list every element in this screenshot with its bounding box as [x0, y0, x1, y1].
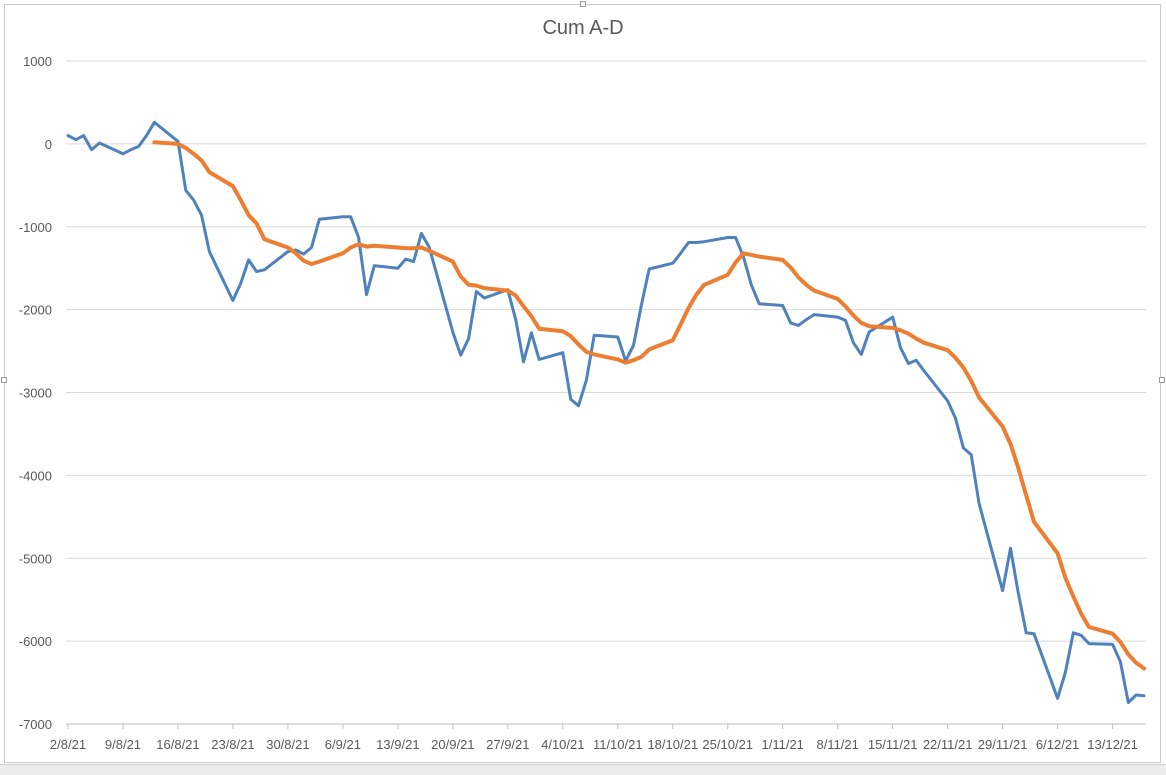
x-tick-label: 22/11/21	[923, 737, 973, 752]
series-line-1	[66, 120, 1146, 704]
y-tick-label: -4000	[19, 468, 52, 483]
y-tick-label: -2000	[19, 303, 52, 318]
x-tick-label: 20/9/21	[431, 737, 474, 752]
series-line-2	[152, 140, 1146, 671]
chart-title: Cum A-D	[542, 17, 624, 39]
x-tick-label: 30/8/21	[266, 737, 309, 752]
resize-handle-top[interactable]	[580, 1, 586, 7]
y-tick-label: -5000	[19, 551, 52, 566]
y-tick-label: -7000	[19, 717, 52, 732]
y-tick-label: -1000	[19, 220, 52, 235]
x-tick-label: 9/8/21	[105, 737, 141, 752]
y-tick-label: 0	[45, 137, 52, 152]
resize-handle-right[interactable]	[1159, 377, 1165, 383]
x-tick-label: 6/12/21	[1036, 737, 1079, 752]
x-tick-label: 13/12/21	[1087, 737, 1138, 752]
x-tick-label: 8/11/21	[816, 737, 858, 752]
x-tick-label: 29/11/21	[978, 737, 1028, 752]
chart-frame[interactable]	[4, 4, 1161, 763]
sheet-tab-bar[interactable]	[0, 764, 1166, 775]
resize-handle-left[interactable]	[1, 377, 7, 383]
x-tick-label: 16/8/21	[156, 737, 199, 752]
x-tick-label: 23/8/21	[211, 737, 254, 752]
x-tick-label: 15/11/21	[868, 737, 918, 752]
y-tick-label: -3000	[19, 386, 52, 401]
y-tick-label: -6000	[19, 634, 52, 649]
x-tick-label: 1/11/21	[762, 737, 804, 752]
x-tick-label: 6/9/21	[325, 737, 361, 752]
x-tick-label: 4/10/21	[541, 737, 584, 752]
x-tick-label: 13/9/21	[376, 737, 419, 752]
y-tick-label: 1000	[23, 54, 52, 69]
x-tick-label: 18/10/21	[647, 737, 698, 752]
x-tick-label: 27/9/21	[486, 737, 529, 752]
x-tick-label: 2/8/21	[50, 737, 86, 752]
x-tick-label: 11/10/21	[593, 737, 643, 752]
x-tick-label: 25/10/21	[702, 737, 753, 752]
